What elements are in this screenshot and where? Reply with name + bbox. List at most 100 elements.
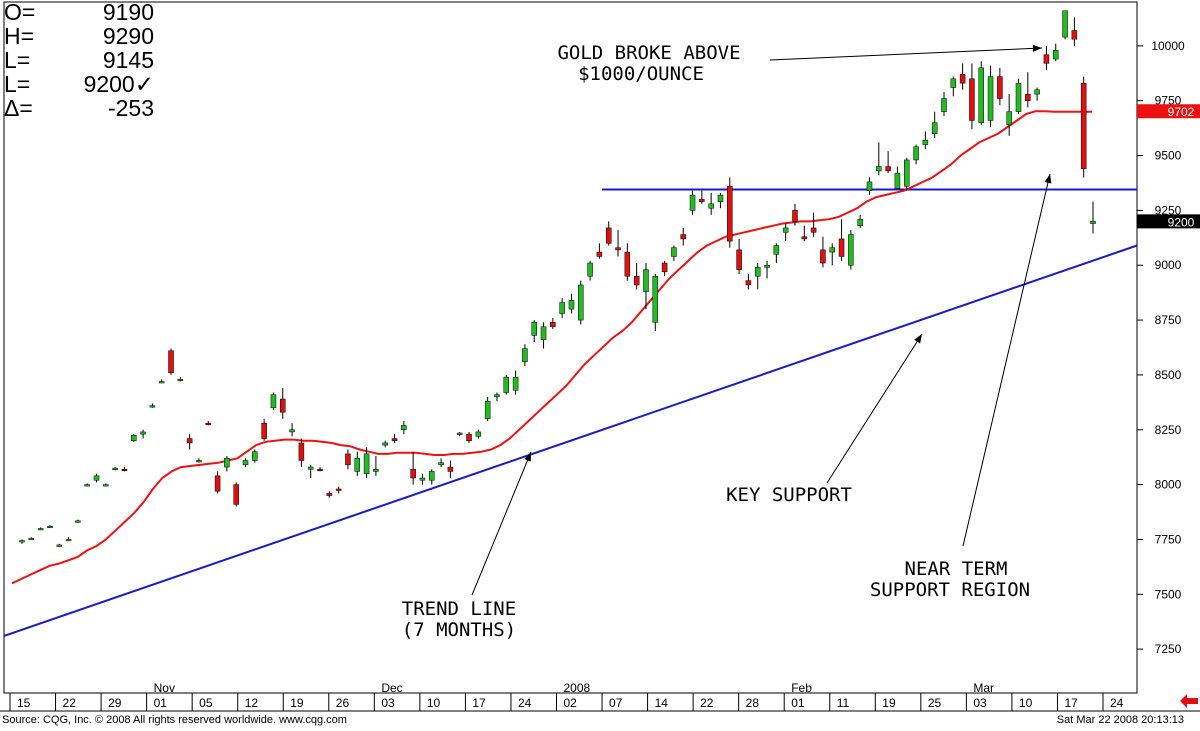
annotation-near-term-line2: SUPPORT REGION: [870, 579, 1030, 601]
candle: [782, 223, 789, 242]
x-tick-label: 03: [381, 696, 395, 710]
x-month-label: Nov: [154, 681, 175, 695]
x-tick-label: 01: [791, 696, 805, 710]
candle-body: [28, 538, 35, 541]
candle: [876, 142, 882, 176]
x-tick-label: 14: [655, 696, 669, 710]
candle: [382, 440, 388, 448]
price-tag-box: [1137, 104, 1200, 119]
candle: [1034, 87, 1040, 101]
candle-body: [699, 199, 705, 202]
scroll-left-arrow-icon[interactable]: [1180, 694, 1198, 708]
candle: [550, 317, 556, 329]
candle-body: [65, 539, 72, 542]
candle: [149, 403, 156, 408]
candle: [633, 263, 640, 290]
x-tick-label: 11: [837, 696, 850, 710]
readout-key: O=: [4, 0, 36, 25]
candle-body: [93, 475, 100, 481]
candle-body: [941, 98, 947, 112]
candle: [820, 236, 826, 268]
candle: [429, 469, 435, 485]
candle: [764, 260, 770, 279]
y-tick-label: 9500: [1155, 149, 1182, 163]
y-tick-label: 8500: [1155, 368, 1182, 382]
candle-body: [633, 275, 640, 286]
candle-body: [959, 74, 966, 84]
candle: [913, 144, 919, 165]
candle-body: [419, 477, 426, 481]
candle-body: [727, 186, 733, 242]
candle-body: [196, 460, 202, 463]
x-tick-label: 28: [746, 696, 760, 710]
candle: [754, 263, 761, 290]
candle-body: [1006, 111, 1012, 126]
candle: [298, 438, 305, 468]
candle: [540, 322, 547, 349]
candle: [810, 212, 817, 237]
candle: [354, 451, 361, 476]
candle: [28, 537, 35, 541]
candle-body: [680, 234, 686, 240]
candle-body: [484, 400, 491, 420]
candle: [801, 225, 808, 242]
candle-body: [47, 526, 53, 529]
candle: [661, 260, 668, 277]
candle-body: [335, 488, 342, 491]
x-tick-label: 25: [928, 696, 942, 710]
candle: [447, 460, 454, 479]
candle-body: [410, 468, 416, 479]
candle: [997, 67, 1003, 106]
candle: [242, 458, 249, 468]
candle-body: [270, 394, 277, 409]
candle: [214, 471, 221, 494]
candle-body: [112, 467, 118, 470]
annotation-gold-broke: GOLD BROKE ABOVE: [557, 42, 740, 64]
candle-body: [782, 227, 789, 233]
candles: [19, 10, 1096, 548]
x-tick-label: 29: [108, 696, 122, 710]
candle-body: [84, 484, 90, 487]
candle: [559, 298, 565, 318]
x-tick-label: 10: [427, 696, 441, 710]
candle: [1071, 17, 1078, 46]
candle: [65, 537, 72, 542]
candle-body: [745, 280, 752, 286]
annotation-gold-broke-line2: $1000/OUNCE: [578, 63, 704, 85]
candle: [587, 260, 593, 281]
x-tick-label: 24: [518, 696, 532, 710]
candle-body: [1015, 82, 1022, 112]
candle: [708, 192, 714, 215]
trend-line: [3, 244, 1138, 637]
candle-body: [326, 493, 333, 496]
x-tick-label: 22: [63, 696, 77, 710]
candle: [307, 464, 314, 479]
candle: [261, 418, 267, 441]
candle: [987, 65, 994, 128]
candle: [1015, 78, 1022, 114]
plot-frame: [0, 1, 1200, 712]
candle: [727, 177, 733, 248]
candle: [773, 243, 780, 264]
candle: [326, 491, 333, 498]
candle-body: [531, 322, 537, 336]
footer-source: Source: CQG, Inc. © 2008 All rights rese…: [2, 714, 347, 726]
candle: [475, 429, 482, 439]
candle-body: [978, 67, 984, 123]
candle: [466, 431, 472, 443]
x-tick-label: 01: [154, 696, 168, 710]
annotation-near-term-arrow: [962, 173, 1051, 547]
candle-body: [512, 376, 519, 391]
candle-body: [708, 203, 714, 209]
candle: [494, 392, 500, 402]
candle: [37, 527, 44, 531]
x-tick-label: 15: [17, 696, 31, 710]
candle-body: [615, 247, 621, 251]
x-tick-label: 03: [973, 696, 987, 710]
x-tick-label: 07: [609, 696, 623, 710]
annotation-key-support: KEY SUPPORT: [726, 484, 852, 506]
candle-body: [158, 381, 165, 384]
candle-body: [252, 451, 258, 461]
candle-body: [1052, 50, 1059, 60]
candle-body: [829, 247, 835, 253]
